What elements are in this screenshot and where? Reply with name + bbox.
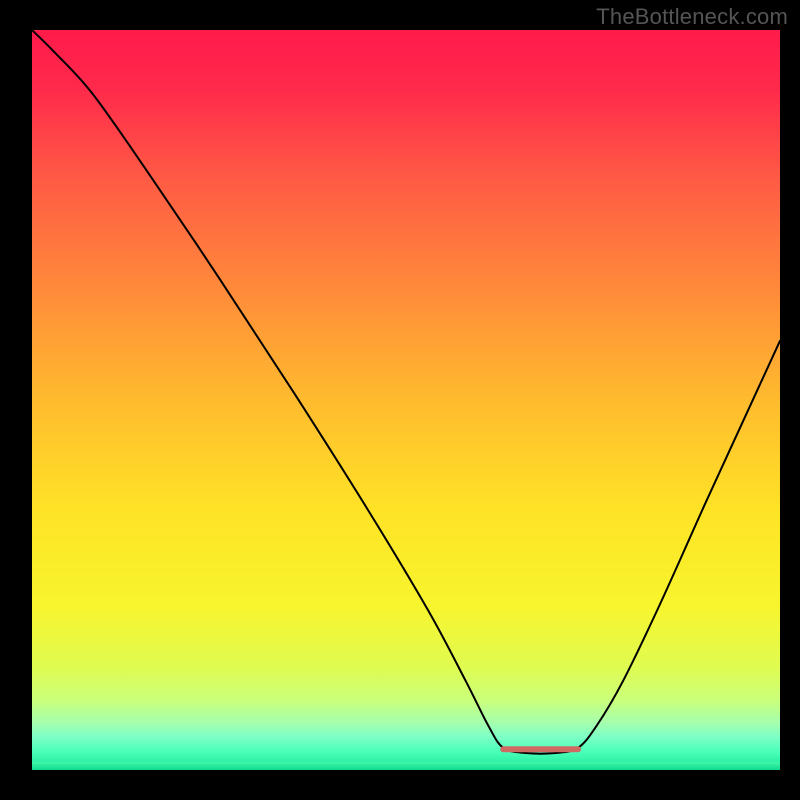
floor-band <box>32 762 780 770</box>
plot-svg <box>32 30 780 770</box>
gradient-background <box>32 30 780 770</box>
plot-area <box>32 30 780 770</box>
chart-container: TheBottleneck.com <box>0 0 800 800</box>
watermark-text: TheBottleneck.com <box>596 4 788 30</box>
